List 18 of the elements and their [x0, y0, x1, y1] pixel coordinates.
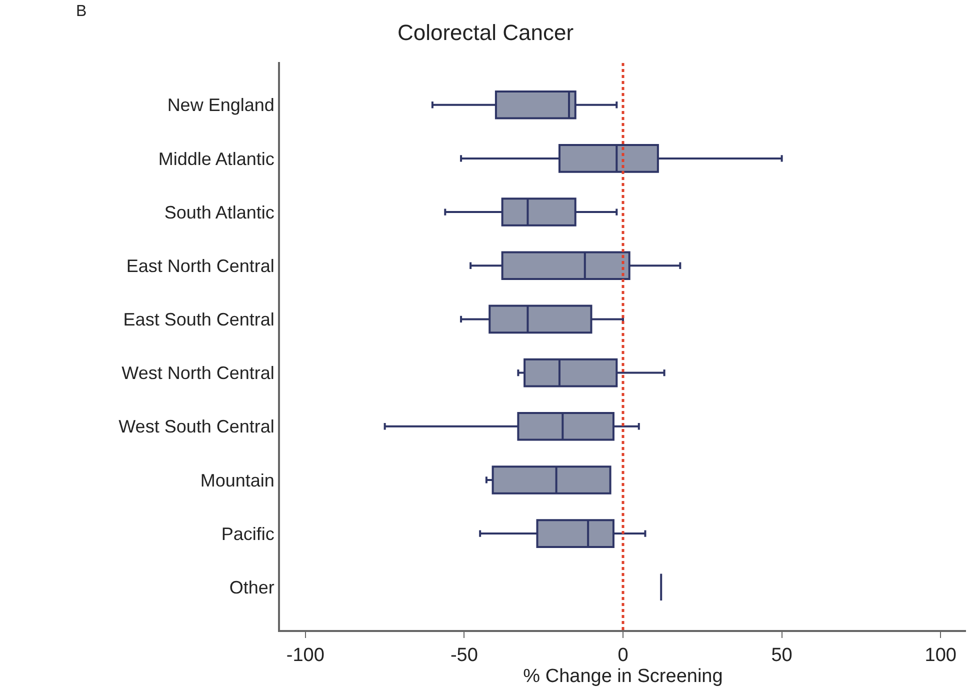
- y-tick-label: New England: [167, 95, 274, 116]
- y-tick-label: South Atlantic: [164, 202, 274, 222]
- x-tick-label: -50: [450, 644, 478, 666]
- y-tick-label: Middle Atlantic: [158, 148, 274, 169]
- y-tick-label: Pacific: [221, 524, 274, 544]
- x-tick-label: 100: [924, 644, 956, 666]
- y-tick-label: Other: [229, 577, 274, 598]
- y-tick-label: East South Central: [123, 310, 274, 330]
- y-tick-label: East North Central: [126, 256, 274, 276]
- x-axis-title: % Change in Screening: [523, 666, 723, 688]
- x-tick-label: -100: [286, 644, 324, 666]
- chart-title: Colorectal Cancer: [397, 20, 574, 45]
- x-tick-label: 0: [618, 644, 628, 666]
- x-tick-label: 50: [771, 644, 792, 666]
- y-tick-label: Mountain: [200, 470, 274, 490]
- text: B: [76, 3, 87, 20]
- y-tick-label: West South Central: [118, 416, 274, 437]
- y-tick-label: West North Central: [122, 363, 274, 384]
